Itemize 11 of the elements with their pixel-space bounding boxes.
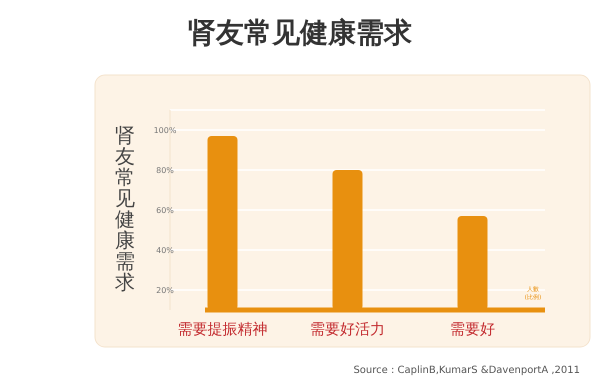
y-tick-label: 60% <box>156 206 174 215</box>
y-axis-title: 肾友常见健康需求 <box>115 123 135 294</box>
x-tick-label: 需要好活力 <box>310 320 385 338</box>
y-tick-label: 40% <box>156 246 174 255</box>
source-note: Source : CaplinB,KumarS &DavenportA ,2011 <box>353 365 580 376</box>
y-tick-label: 100% <box>154 126 177 135</box>
y-tick-label: 80% <box>156 166 174 175</box>
y-tick-label: 20% <box>156 286 174 295</box>
chart-title: 肾友常见健康需求 <box>188 16 412 49</box>
x-tick-label: 需要好 <box>450 320 495 338</box>
x-tick-label: 需要提振精神 <box>178 320 268 338</box>
